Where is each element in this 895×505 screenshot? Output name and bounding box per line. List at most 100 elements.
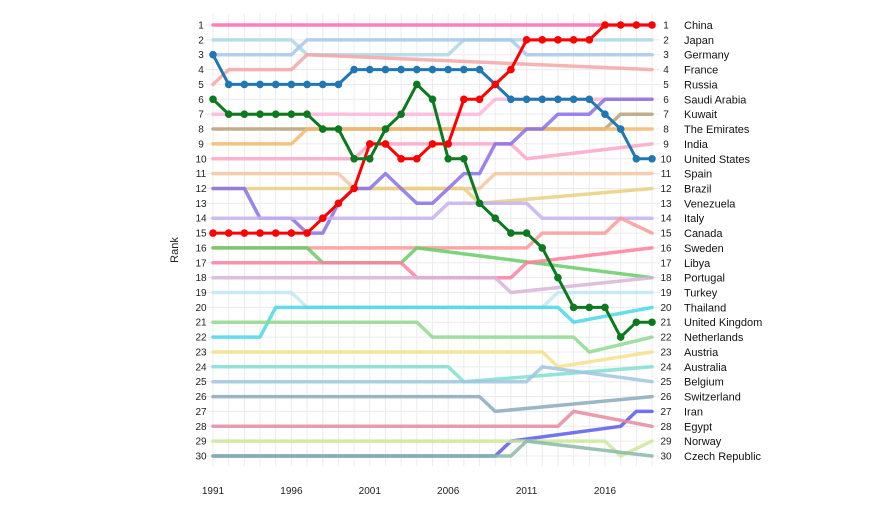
rank-label-left: 19 (195, 288, 207, 299)
series-point-russia (365, 65, 374, 74)
series-point-russia (507, 95, 515, 104)
series-point-united-kingdom (569, 303, 578, 312)
series-point-united-kingdom (522, 229, 531, 237)
series-point-russia (224, 80, 233, 89)
series-point-russia (381, 65, 390, 74)
series-point-united-kingdom (601, 303, 609, 312)
series-point-united-states (475, 95, 484, 104)
rank-label-right: 1 (663, 21, 669, 32)
rank-label-left: 2 (198, 35, 204, 46)
rank-label-left: 29 (195, 437, 207, 448)
country-label: United Kingdom (684, 317, 762, 329)
series-point-united-kingdom (224, 110, 233, 118)
series-point-united-states (397, 154, 405, 163)
country-label: Iran (684, 406, 703, 418)
rank-label-left: 9 (198, 139, 204, 150)
rank-label-right: 5 (663, 80, 669, 91)
country-label: Spain (684, 169, 712, 181)
rank-label-left: 28 (195, 422, 207, 433)
x-tick-label: 1996 (280, 486, 303, 497)
series-point-united-kingdom (460, 154, 468, 163)
series-line-the-emirates (211, 127, 654, 146)
series-line-netherlands (211, 320, 654, 354)
series-point-russia (240, 80, 249, 89)
x-tick-label: 1991 (202, 486, 225, 497)
series-point-united-states (601, 21, 609, 29)
series-point-russia (522, 95, 531, 104)
country-label: Russia (684, 79, 719, 91)
series-point-united-kingdom (554, 273, 562, 282)
rank-label-left: 10 (195, 154, 207, 165)
series-point-united-kingdom (365, 154, 374, 163)
series-point-united-states (256, 229, 264, 237)
series-point-russia (460, 65, 468, 74)
country-label: Switzerland (684, 392, 741, 404)
rank-label-left: 22 (195, 333, 207, 344)
country-label: Canada (684, 228, 723, 240)
series-point-united-kingdom (648, 318, 656, 327)
rank-label-left: 14 (195, 214, 207, 225)
series-point-united-kingdom (350, 154, 358, 163)
series-point-united-states (271, 229, 280, 237)
rank-label-right: 16 (660, 243, 672, 254)
country-label: The Emirates (684, 124, 750, 136)
rank-label-right: 20 (660, 303, 672, 314)
rank-label-right: 24 (660, 362, 672, 373)
country-label: Netherlands (684, 332, 744, 344)
series-point-united-kingdom (287, 110, 296, 118)
rank-label-left: 15 (195, 229, 207, 240)
series-point-united-states (334, 199, 343, 208)
rank-label-left: 16 (195, 243, 207, 254)
country-label: Turkey (684, 288, 718, 300)
rank-label-left: 12 (195, 184, 207, 195)
rank-label-right: 29 (660, 437, 672, 448)
rank-label-left: 18 (195, 273, 207, 284)
series-point-russia (475, 65, 484, 74)
series-point-russia (256, 80, 264, 89)
rank-label-right: 28 (660, 422, 672, 433)
series-point-united-kingdom (209, 95, 217, 104)
rank-label-right: 17 (660, 258, 672, 269)
x-tick-label: 2011 (516, 486, 538, 497)
country-label: Portugal (684, 273, 725, 285)
rank-label-left: 24 (195, 362, 207, 373)
series-point-russia (569, 95, 578, 104)
series-point-united-kingdom (585, 303, 594, 312)
series-line-japan (211, 38, 654, 57)
series-point-united-states (413, 154, 421, 163)
series-point-russia (601, 110, 609, 118)
series-line-austria (211, 350, 654, 369)
series-point-russia (538, 95, 547, 104)
series-point-united-kingdom (491, 214, 500, 223)
rank-label-right: 25 (660, 377, 672, 388)
series-point-united-kingdom (538, 244, 547, 252)
left-rank-labels: 1234567891011121314151617181920212223242… (195, 21, 207, 463)
rank-label-right: 14 (660, 214, 672, 225)
series-point-united-states (648, 21, 656, 29)
rank-label-right: 6 (663, 95, 669, 106)
series-point-russia (616, 125, 625, 133)
series-line-thailand (211, 305, 654, 339)
series-point-united-states (632, 21, 641, 29)
series-point-united-kingdom (475, 199, 484, 208)
rank-label-left: 5 (198, 80, 204, 91)
series-point-united-states (318, 214, 327, 223)
rank-label-right: 23 (660, 347, 672, 358)
series-point-russia (397, 65, 405, 74)
series-point-united-states (209, 229, 217, 237)
x-tick-labels: 1991 1996 2001 2006 2011 2016 (202, 486, 617, 497)
country-label: Belgium (684, 377, 724, 389)
series-line-germany (211, 38, 654, 57)
rank-label-left: 23 (195, 347, 207, 358)
series-line-australia (211, 365, 654, 384)
rank-label-left: 8 (198, 125, 204, 136)
series-point-united-states (381, 140, 390, 148)
series-point-united-states (428, 140, 437, 148)
rank-label-right: 7 (663, 110, 669, 121)
series-point-united-kingdom (381, 125, 390, 133)
rank-label-right: 4 (663, 65, 669, 76)
series-line-brazil (211, 186, 654, 206)
country-labels: China Japan Germany France Russia Saudi Arabi… (684, 20, 762, 463)
rank-label-right: 13 (660, 199, 672, 210)
series-point-united-states (303, 229, 311, 237)
